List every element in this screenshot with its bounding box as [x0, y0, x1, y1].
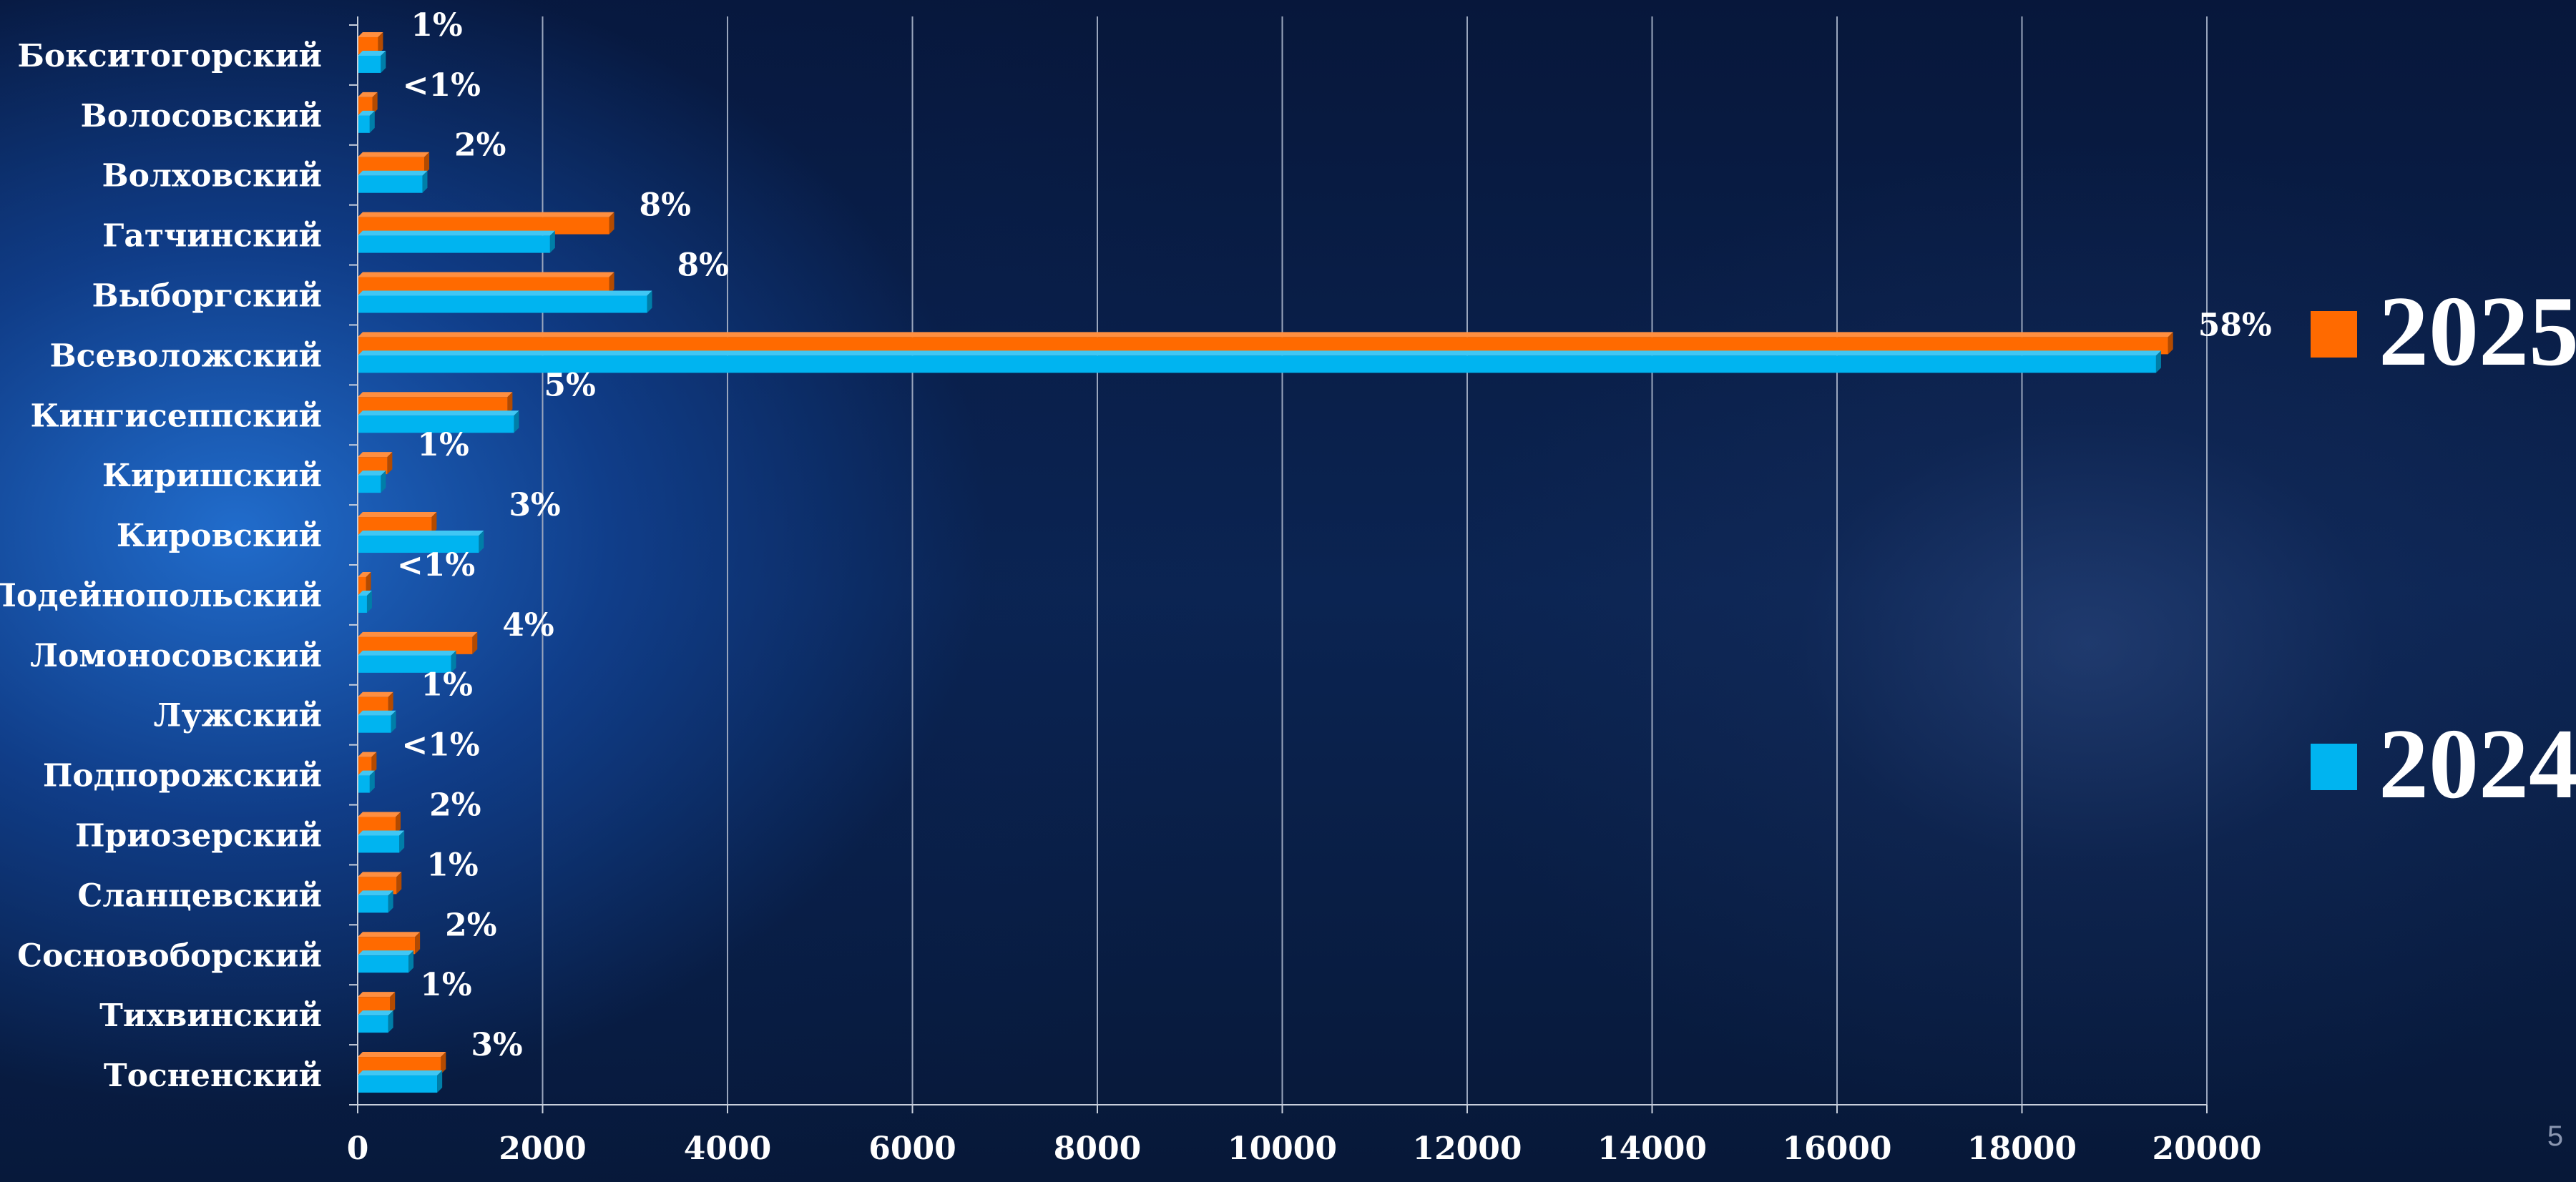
- page-number: 5: [2547, 1121, 2563, 1152]
- bar-2024-7: [358, 471, 386, 493]
- data-label: 58%: [2198, 307, 2272, 343]
- data-label: 1%: [426, 847, 478, 883]
- category-labels: Бокситогорский Волосовский Волховский Гатчи…: [0, 38, 322, 1094]
- category-label: Волховский: [102, 158, 322, 194]
- x-tick-label: 14000: [1597, 1131, 1707, 1167]
- category-label: Тосненский: [104, 1058, 322, 1094]
- category-label: Выборгский: [92, 278, 322, 315]
- legend-label-2024: 2024: [2379, 709, 2576, 819]
- data-label: 1%: [417, 427, 469, 463]
- data-label: 8%: [677, 247, 729, 284]
- bar-2024-15: [358, 950, 414, 973]
- category-label: Волосовский: [81, 98, 322, 134]
- x-tick-label: 8000: [1054, 1131, 1141, 1167]
- x-tick-label: 16000: [1782, 1131, 1891, 1167]
- x-tick-label: 0: [347, 1131, 369, 1167]
- data-label: 3%: [509, 487, 560, 523]
- category-label: Подпорожский: [43, 758, 322, 794]
- legend-swatch-2024: [2311, 744, 2357, 790]
- bar-2024-1: [358, 110, 375, 133]
- bar-2024-2: [358, 170, 428, 193]
- x-tick-label: 20000: [2152, 1131, 2261, 1167]
- category-label: Сосновоборский: [17, 937, 322, 974]
- category-label: Киришский: [102, 458, 322, 494]
- x-tick-label: 10000: [1228, 1131, 1337, 1167]
- bar-2024-6: [358, 410, 519, 433]
- bar-2024-10: [358, 650, 456, 673]
- bar-2024-12: [358, 770, 375, 793]
- data-label: 5%: [544, 367, 595, 403]
- bar-2024-3: [358, 230, 555, 253]
- x-tick-label: 12000: [1412, 1131, 1522, 1167]
- data-labels: 1%<1%2%8%8%58%5%1%3%<1%4%1%<1%2%1%2%1%3%: [397, 7, 2272, 1063]
- bar-2025-9: [358, 571, 371, 594]
- data-label: 2%: [454, 127, 506, 164]
- bars: [358, 31, 2173, 1093]
- data-label: 3%: [471, 1027, 522, 1063]
- category-label: Лужский: [154, 698, 322, 734]
- category-label: Кингисеппский: [31, 398, 323, 434]
- bar-2025-1: [358, 92, 378, 114]
- axes: [349, 16, 2208, 1113]
- data-label: 1%: [420, 967, 471, 1003]
- data-label: <1%: [403, 67, 481, 104]
- legend-swatch-2025: [2311, 311, 2357, 358]
- category-label: Кировский: [117, 518, 322, 554]
- x-tick-label: 4000: [684, 1131, 771, 1167]
- category-label: Бокситогорский: [17, 38, 322, 74]
- bar-2024-5: [358, 350, 2161, 373]
- category-label: Лодейнопольский: [0, 578, 322, 614]
- legend: 2025 2024: [2311, 276, 2576, 819]
- gridlines: [542, 16, 2208, 1105]
- bar-2024-4: [358, 290, 652, 313]
- category-label: Ломоносовский: [30, 638, 322, 674]
- category-label: Всеволожский: [49, 338, 322, 374]
- x-tick-label: 18000: [1967, 1131, 2077, 1167]
- bar-2024-11: [358, 710, 396, 733]
- bar-2024-16: [358, 1010, 393, 1033]
- data-label: 2%: [445, 907, 496, 943]
- category-label: Сланцевский: [77, 877, 322, 914]
- bar-2024-0: [358, 50, 386, 73]
- bar-2024-17: [358, 1070, 443, 1093]
- data-label: 4%: [502, 607, 554, 644]
- x-tick-label: 2000: [499, 1131, 586, 1167]
- data-label: <1%: [401, 727, 479, 764]
- data-label: <1%: [397, 547, 475, 583]
- category-label: Гатчинский: [102, 218, 322, 255]
- data-label: 1%: [421, 667, 473, 704]
- bar-2024-9: [358, 590, 372, 613]
- bar-2024-13: [358, 830, 405, 853]
- bar-2024-14: [358, 890, 393, 913]
- x-tick-labels: 0 2000 4000 6000 8000 10000 12000 14000 16000 180…: [347, 1131, 2262, 1167]
- bar-2025-12: [358, 752, 377, 774]
- data-label: 2%: [429, 787, 481, 824]
- bar-2024-8: [358, 531, 484, 553]
- data-label: 1%: [411, 7, 462, 44]
- category-label: Приозерский: [75, 818, 322, 855]
- category-label: Тихвинский: [99, 998, 322, 1034]
- x-tick-label: 6000: [868, 1131, 956, 1167]
- legend-label-2025: 2025: [2379, 276, 2576, 387]
- data-label: 8%: [640, 187, 691, 224]
